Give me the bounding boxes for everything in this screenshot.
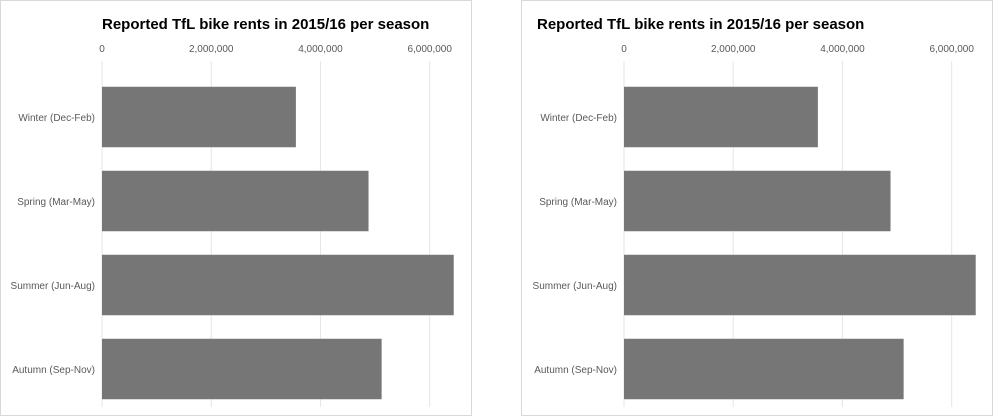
category-label: Autumn (Sep-Nov) xyxy=(12,365,95,376)
bar xyxy=(624,86,818,148)
bar xyxy=(624,170,891,232)
x-tick-label: 4,000,000 xyxy=(820,44,865,55)
chart-panel-left: Reported TfL bike rents in 2015/16 per s… xyxy=(0,0,472,416)
bar-chart-right: Reported TfL bike rents in 2015/16 per s… xyxy=(533,16,976,407)
category-label: Spring (Mar-May) xyxy=(17,197,95,208)
category-label: Winter (Dec-Feb) xyxy=(18,113,95,124)
x-tick-label: 6,000,000 xyxy=(407,44,452,55)
category-label: Summer (Jun-Aug) xyxy=(533,281,617,292)
bar xyxy=(102,86,296,148)
bar xyxy=(102,338,382,400)
bar xyxy=(102,170,369,232)
x-tick-label: 4,000,000 xyxy=(298,44,343,55)
bar xyxy=(102,254,454,316)
category-label: Spring (Mar-May) xyxy=(539,197,617,208)
x-tick-label: 0 xyxy=(99,44,105,55)
bar xyxy=(624,254,976,316)
chart-panel-right: Reported TfL bike rents in 2015/16 per s… xyxy=(521,0,993,416)
category-label: Winter (Dec-Feb) xyxy=(540,113,617,124)
bar-chart-left: Reported TfL bike rents in 2015/16 per s… xyxy=(11,16,454,407)
category-label: Summer (Jun-Aug) xyxy=(11,281,95,292)
chart-title: Reported TfL bike rents in 2015/16 per s… xyxy=(537,16,864,33)
x-tick-label: 2,000,000 xyxy=(711,44,756,55)
x-tick-label: 2,000,000 xyxy=(189,44,234,55)
bar xyxy=(624,338,904,400)
chart-title: Reported TfL bike rents in 2015/16 per s… xyxy=(102,16,429,33)
x-tick-label: 0 xyxy=(621,44,627,55)
category-label: Autumn (Sep-Nov) xyxy=(534,365,617,376)
x-tick-label: 6,000,000 xyxy=(929,44,974,55)
